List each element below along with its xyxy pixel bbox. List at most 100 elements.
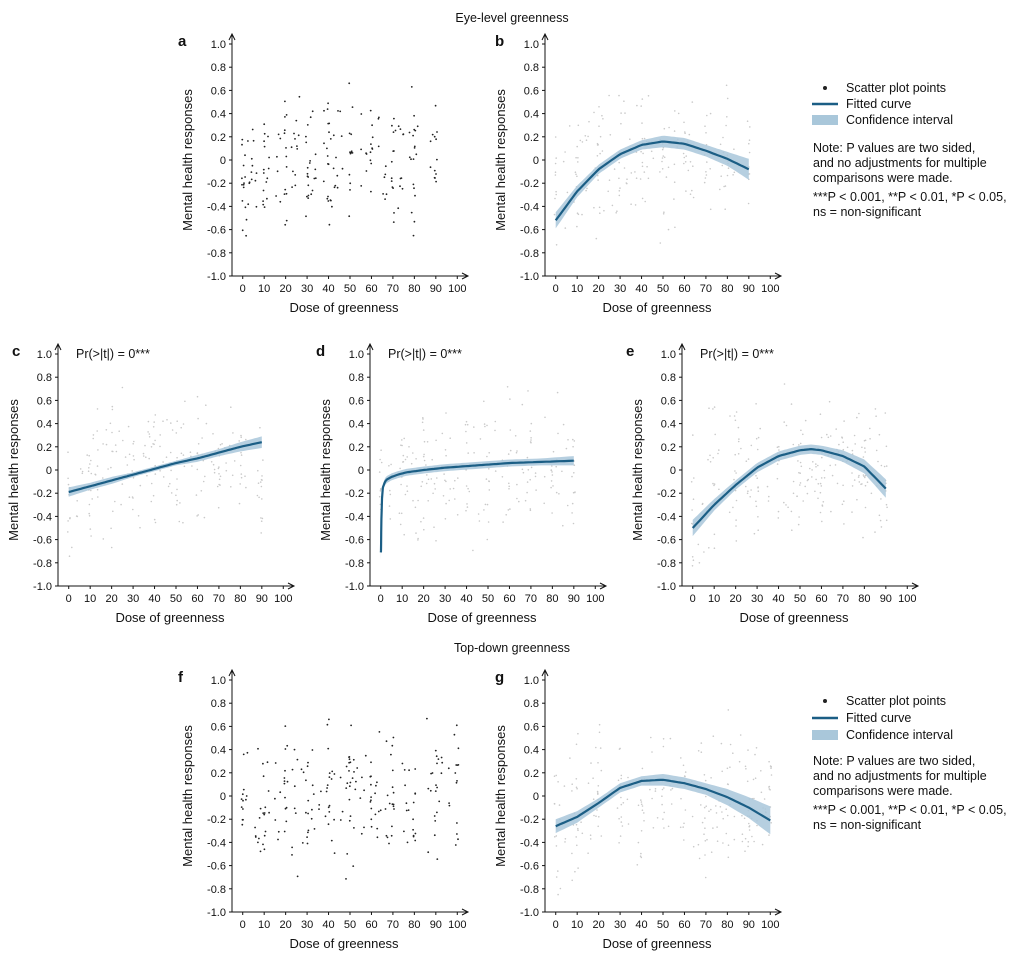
scatter-point [244,206,247,209]
scatter-points [690,383,888,567]
scatter-point [640,856,643,859]
scatter-point [725,808,727,810]
scatter-point [683,839,685,841]
y-tick-label: 0.4 [349,419,364,431]
scatter-point [262,812,265,814]
scatter-point [307,197,310,200]
scatter-point [370,825,373,828]
scatter-point [487,521,490,523]
y-tick-label: -0.6 [207,861,226,873]
scatter-point [443,473,445,475]
scatter-point [433,526,435,528]
scatter-point [369,801,372,803]
y-tick-label: 0 [358,465,364,477]
x-tick-label: 50 [657,283,669,295]
y-tick-label: 1.0 [37,349,52,361]
scatter-point [408,156,411,159]
scatter-point [341,167,344,170]
x-tick-label: 0 [553,283,559,295]
scatter-point [626,798,629,801]
scatter-point [529,478,531,481]
scatter-point [375,784,377,787]
scatter-point [575,173,577,176]
legend-point-marker [823,699,827,703]
y-axis-label: Mental health responses [180,725,195,867]
scatter-point [620,816,623,818]
scatter-point [703,551,705,553]
scatter-point [559,887,562,890]
scatter-point [412,834,415,837]
scatter-point [768,760,770,763]
scatter-point [705,805,707,807]
scatter-point [240,434,242,437]
scatter-point [551,471,553,473]
scatter-point [306,172,309,175]
scatter-point [221,443,223,445]
scatter-point [709,208,712,211]
scatter-point [885,503,888,506]
scatter-point [128,453,131,456]
scatter-point [652,827,655,829]
scatter-point [423,459,426,462]
scatter-point [415,153,418,156]
scatter-point [384,808,387,810]
scatter-point [870,492,873,495]
scatter-point [710,851,713,853]
scatter-point [354,788,357,791]
scatter-point [132,455,135,457]
scatter-point [465,430,467,433]
scatter-point [641,161,644,164]
scatter-point [348,819,351,822]
scatter-point [430,478,433,480]
scatter-point [748,142,750,145]
y-tick-label: -0.6 [657,535,676,547]
scatter-point [688,133,691,136]
scatter-point [81,470,84,473]
legend-point-marker [823,86,827,90]
y-tick-label: -0.4 [520,201,539,213]
scatter-point [864,451,866,453]
legend-note-line: Note: P values are two sided, [813,141,975,155]
scatter-point [817,483,820,485]
scatter-point [150,446,153,448]
scatter-point [703,833,705,835]
scatter-point [348,132,351,135]
scatter-point [422,455,425,458]
scatter-point [643,820,645,822]
scatter-point [392,805,395,808]
scatter-point [279,137,282,140]
scatter-point [768,788,771,790]
scatter-point [217,447,220,450]
scatter-point [555,465,557,468]
scatter-point [175,432,178,434]
scatter-point [757,490,760,493]
scatter-point [599,747,602,749]
y-tick-label: 0.2 [349,442,364,454]
x-tick-label: 10 [708,593,720,605]
scatter-point [623,100,625,102]
scatter-point [662,745,665,748]
scatter-point [800,465,803,468]
scatter-point [641,805,644,807]
y-tick-label: 1.0 [349,349,364,361]
scatter-point [392,736,395,739]
scatter-point [88,454,90,457]
scatter-point [858,474,860,477]
scatter-point [154,464,156,467]
scatter-point [445,480,447,483]
scatter-point [257,841,259,844]
scatter-point [307,176,310,178]
scatter-point [715,805,717,807]
scatter-point [617,779,620,782]
scatter-point [553,802,556,805]
scatter-point [263,145,266,148]
scatter-point [386,836,389,839]
scatter-point [293,132,295,135]
scatter-point [465,485,468,487]
scatter-point [447,767,450,770]
x-tick-label: 70 [700,283,712,295]
scatter-point [577,867,579,869]
scatter-point [455,724,458,727]
scatter-point [263,848,266,851]
scatter-point [703,181,706,184]
